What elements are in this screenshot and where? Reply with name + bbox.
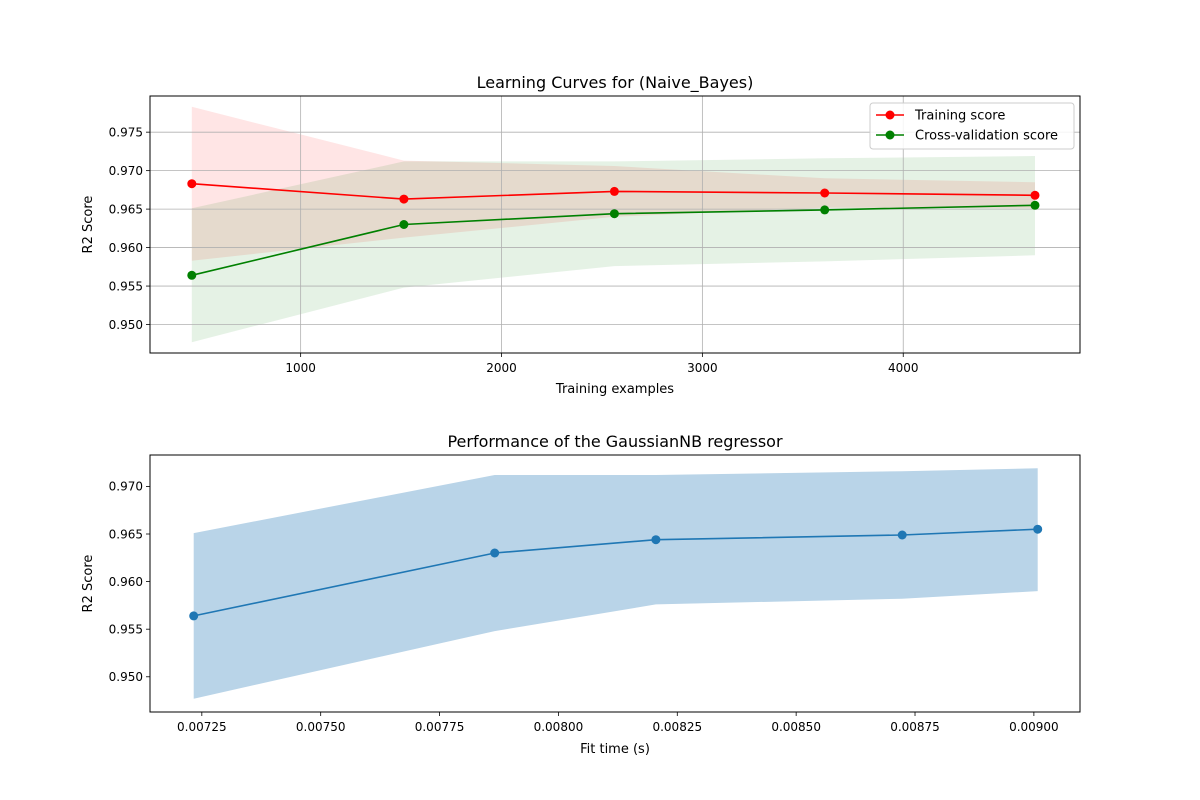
- learning-curves-y-tick-label-4: 0.970: [109, 164, 143, 178]
- performance-x-tick-label-1: 0.00750: [296, 720, 346, 734]
- legend-cross-validation-marker: [885, 130, 895, 140]
- learning-curves-point-0-2: [609, 186, 619, 196]
- performance-x-tick-label-7: 0.00900: [1009, 720, 1059, 734]
- learning-curves-y-axis-label: R2 Score: [81, 196, 96, 254]
- performance-y-tick-label-2: 0.960: [109, 575, 143, 589]
- learning-curves-chart: 1000 2000 3000 4000 0.950 0.955 0.960 0.965 0.97…: [81, 73, 1081, 397]
- performance-plot-frame: [149, 454, 1081, 713]
- learning-curves-x-axis-label: Training examples: [555, 382, 674, 397]
- learning-curves-grid: [150, 96, 1080, 353]
- performance-ticks: 0.00725 0.00750 0.00775 0.00800 0.00825 0.008…: [109, 480, 1059, 734]
- learning-curves-x-tick-label-2: 3000: [687, 361, 718, 375]
- legend-entry-cross-validation: Cross-validation score: [876, 129, 1058, 144]
- performance-bands: [193, 468, 1038, 699]
- performance-x-tick-label-0: 0.00725: [177, 720, 227, 734]
- performance-y-tick-label-1: 0.955: [109, 622, 143, 636]
- learning-curves-point-0-0: [187, 179, 197, 189]
- legend-cross-validation-label: Cross-validation score: [915, 129, 1058, 144]
- performance-y-axis-label: R2 Score: [81, 555, 96, 613]
- performance-point-0-2: [651, 535, 661, 545]
- performance-y-tick-label-0: 0.950: [109, 670, 143, 684]
- performance-point-0-1: [490, 548, 500, 558]
- learning-curves-y-tick-label-3: 0.965: [109, 202, 143, 216]
- performance-x-tick-label-5: 0.00850: [771, 720, 821, 734]
- performance-y-tick-label-3: 0.965: [109, 527, 143, 541]
- learning-curves-point-0-4: [1030, 190, 1040, 200]
- legend-training-label: Training score: [914, 109, 1005, 124]
- performance-y-tick-label-4: 0.970: [109, 480, 143, 494]
- learning-curves-x-tick-label-1: 2000: [486, 361, 517, 375]
- learning-curves-point-1-0: [187, 270, 197, 280]
- learning-curves-plot-frame: [149, 95, 1081, 354]
- performance-point-0-0: [189, 611, 199, 621]
- learning-curves-points: [187, 179, 1040, 280]
- learning-curves-y-tick-label-0: 0.950: [109, 318, 143, 332]
- legend-box: [869, 102, 1075, 150]
- performance-title: Performance of the GaussianNB regressor: [447, 432, 783, 451]
- performance-x-tick-label-2: 0.00775: [415, 720, 465, 734]
- legend: Training score Cross-validation score: [869, 102, 1075, 150]
- legend-entry-training: Training score: [876, 109, 1005, 124]
- performance-x-tick-label-3: 0.00800: [534, 720, 584, 734]
- learning-curves-ticks: 1000 2000 3000 4000 0.950 0.955 0.960 0.965 0.97…: [109, 125, 919, 375]
- learning-curves-y-tick-label-2: 0.960: [109, 241, 143, 255]
- performance-x-tick-label-4: 0.00825: [652, 720, 702, 734]
- learning-curves-x-tick-label-3: 4000: [888, 361, 919, 375]
- learning-curves-point-1-1: [399, 220, 409, 229]
- legend-training-marker: [885, 110, 895, 120]
- learning-curves-point-1-4: [1030, 200, 1040, 210]
- learning-curves-y-tick-label-1: 0.955: [109, 279, 143, 293]
- performance-chart: 0.00725 0.00750 0.00775 0.00800 0.00825 0.008…: [81, 432, 1081, 757]
- learning-curves-point-0-3: [820, 188, 830, 198]
- learning-curves-title: Learning Curves for (Naive_Bayes): [477, 73, 754, 93]
- performance-point-0-4: [1033, 524, 1043, 534]
- performance-points: [189, 524, 1043, 621]
- learning-curves-point-1-2: [609, 209, 619, 219]
- performance-x-tick-label-6: 0.00875: [890, 720, 940, 734]
- learning-curves-x-tick-label-0: 1000: [285, 361, 316, 375]
- learning-curves-y-tick-label-5: 0.975: [109, 125, 143, 139]
- performance-point-0-3: [897, 530, 907, 540]
- performance-x-axis-label: Fit time (s): [580, 742, 650, 757]
- learning-curves-point-0-1: [399, 194, 409, 204]
- performance-band-0: [193, 468, 1038, 699]
- learning-curves-point-1-3: [820, 205, 830, 215]
